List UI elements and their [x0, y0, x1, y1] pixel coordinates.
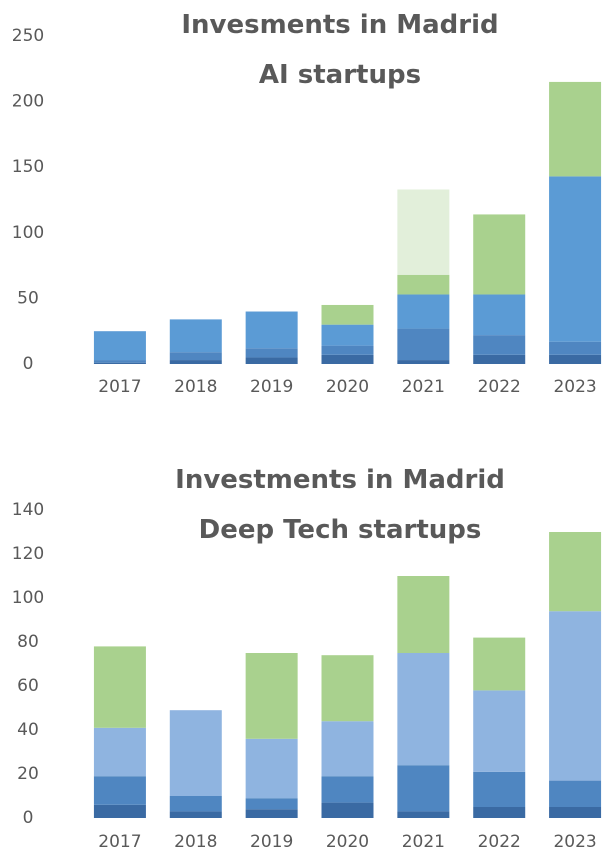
bar-segment [321, 721, 374, 777]
bar-segment [321, 354, 374, 364]
x-tick-label: 2022 [478, 377, 521, 397]
y-tick-label: 100 [12, 223, 44, 243]
y-tick-label: 20 [17, 764, 39, 784]
bar-segment [321, 345, 374, 355]
bar-segment [549, 611, 602, 781]
bar-segment [93, 804, 146, 818]
x-tick-label: 2019 [250, 377, 293, 397]
y-tick-label: 50 [17, 288, 39, 308]
bar-segment [321, 324, 374, 346]
bar-segment [473, 690, 526, 772]
x-tick-label: 2022 [478, 832, 521, 852]
bar-segment [473, 294, 526, 336]
bar-segment [93, 727, 146, 777]
x-tick-label: 2019 [250, 832, 293, 852]
bar-segment [169, 796, 222, 812]
bar-segment [93, 362, 146, 364]
bar-segment [321, 304, 374, 325]
bar-segment [397, 274, 450, 295]
bar-segment [473, 807, 526, 818]
x-tick-label: 2020 [326, 377, 369, 397]
y-tick-label: 60 [17, 676, 39, 696]
y-tick-label: 140 [12, 500, 44, 520]
bar-segment [473, 354, 526, 364]
y-tick-label: 100 [12, 588, 44, 608]
y-tick-label: 0 [23, 354, 34, 374]
x-tick-label: 2018 [174, 832, 217, 852]
bar-segment [245, 348, 298, 358]
bar-segment [397, 328, 450, 361]
y-tick-label: 40 [17, 720, 39, 740]
bar-segment [473, 214, 526, 295]
bar-segment [245, 311, 298, 349]
bar-segment [169, 811, 222, 818]
x-tick-label: 2020 [326, 832, 369, 852]
bar-segment [549, 532, 602, 612]
bar-segment [397, 653, 450, 766]
bar-segment [397, 360, 450, 364]
bar-segment [245, 809, 298, 818]
bar-segment [549, 807, 602, 818]
y-tick-label: 150 [12, 157, 44, 177]
bar-segment [549, 341, 602, 355]
bar-segment [245, 738, 298, 799]
bar-segment [397, 189, 450, 275]
bar-segment [93, 646, 146, 728]
bar-segment [473, 771, 526, 807]
bar-segment [397, 576, 450, 653]
x-tick-label: 2023 [553, 832, 596, 852]
x-tick-label: 2021 [402, 832, 445, 852]
x-tick-label: 2017 [98, 832, 141, 852]
bar-segment [549, 176, 602, 342]
bar-segment [245, 653, 298, 739]
x-tick-label: 2021 [402, 377, 445, 397]
y-tick-label: 0 [23, 808, 34, 828]
chart-title: Invesments in Madrid AI startups [181, 10, 499, 90]
bar-segment [473, 637, 526, 691]
bar-segment [321, 776, 374, 803]
bar-segment [549, 780, 602, 807]
bar-segment [169, 360, 222, 364]
bar-segment [245, 798, 298, 810]
bar-segment [93, 331, 146, 361]
bar-segment [169, 319, 222, 353]
bar-segment [473, 335, 526, 355]
bar-segment [549, 81, 602, 177]
y-tick-label: 80 [17, 632, 39, 652]
bar-segment [245, 357, 298, 364]
bar-segment [169, 710, 222, 796]
x-tick-label: 2023 [553, 377, 596, 397]
bar-segment [93, 776, 146, 805]
bar-segment [397, 294, 450, 329]
x-tick-label: 2018 [174, 377, 217, 397]
bar-segment [93, 360, 146, 363]
bar-segment [169, 352, 222, 361]
y-tick-label: 200 [12, 92, 44, 112]
chart-title: Investments in Madrid Deep Tech startups [175, 465, 505, 545]
y-tick-label: 120 [12, 544, 44, 564]
bar-segment [321, 655, 374, 722]
bar-segment [397, 811, 450, 818]
bar-segment [397, 765, 450, 812]
bar-segment [321, 802, 374, 818]
x-tick-label: 2017 [98, 377, 141, 397]
bar-segment [549, 354, 602, 364]
y-tick-label: 250 [12, 26, 44, 46]
